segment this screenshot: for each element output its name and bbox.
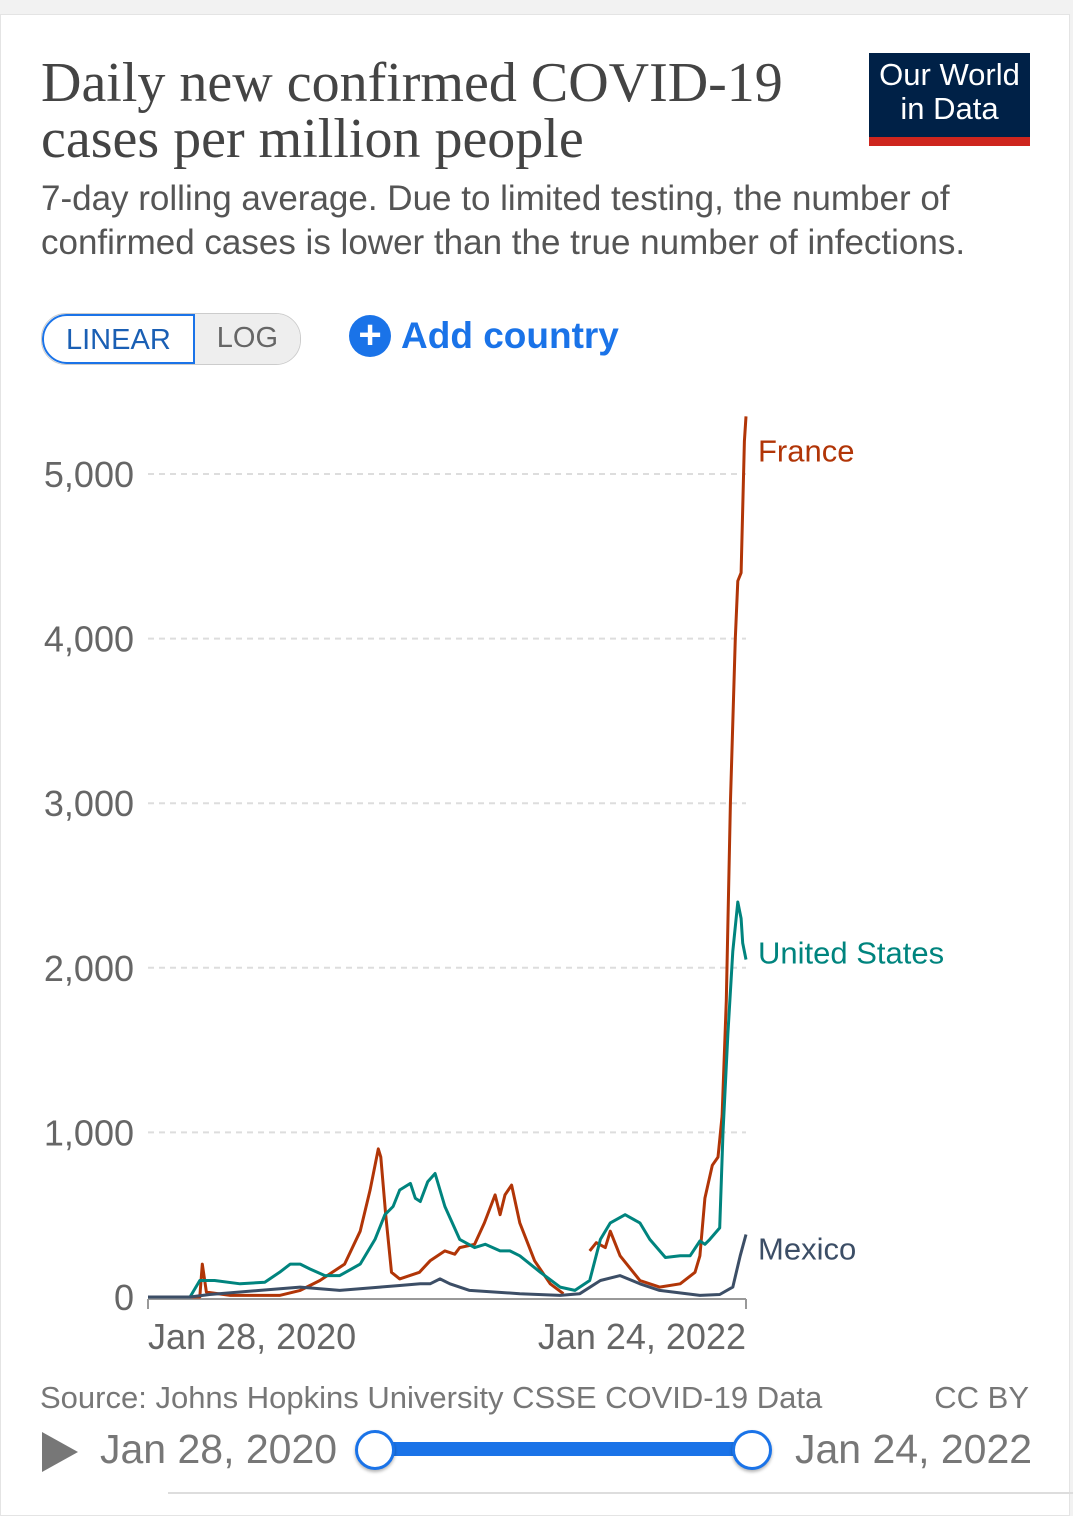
timeline-start-handle[interactable]	[355, 1430, 395, 1470]
add-country-label: Add country	[401, 315, 619, 356]
plus-icon: +	[349, 315, 391, 357]
series-label: Mexico	[758, 1232, 856, 1267]
logo-line-2: in Data	[900, 91, 999, 126]
add-country-button[interactable]: + Add country	[349, 315, 619, 357]
owid-logo[interactable]: Our World in Data	[869, 53, 1030, 146]
chart-subtitle: 7-day rolling average. Due to limited te…	[41, 179, 966, 262]
timeline-end-handle[interactable]	[732, 1430, 772, 1470]
y-tick-label: 1,000	[44, 1112, 134, 1153]
y-tick-label: 2,000	[44, 948, 134, 989]
log-button[interactable]: LOG	[194, 314, 301, 364]
series-label: France	[758, 433, 854, 468]
linear-button[interactable]: LINEAR	[42, 314, 195, 364]
chart-title: Daily new confirmed COVID-19 cases per m…	[41, 52, 783, 170]
y-tick-label: 0	[114, 1277, 134, 1318]
logo-line-1: Our World	[879, 57, 1020, 92]
x-tick-label: Jan 28, 2020	[148, 1316, 356, 1357]
scale-toggle: LINEAR LOG	[41, 313, 302, 365]
play-icon[interactable]	[42, 1432, 78, 1472]
series-line-mexico	[148, 1234, 748, 1299]
series-line-united-states	[148, 900, 748, 1299]
y-tick-label: 3,000	[44, 783, 134, 824]
timeline-slider-track[interactable]	[375, 1442, 750, 1456]
y-tick-label: 5,000	[44, 454, 134, 495]
chart-card: Daily new confirmed COVID-19 cases per m…	[0, 14, 1070, 1516]
source-text[interactable]: Source: Johns Hopkins University CSSE CO…	[40, 1380, 823, 1415]
license-link[interactable]: CC BY	[934, 1380, 1029, 1415]
y-tick-label: 4,000	[44, 619, 134, 660]
series-label: United States	[758, 935, 944, 970]
tab-bar	[168, 1492, 1073, 1514]
series-line-france	[148, 416, 748, 1299]
timeline-end-date: Jan 24, 2022	[795, 1426, 1033, 1472]
x-tick-label: Jan 24, 2022	[538, 1316, 746, 1357]
timeline-start-date: Jan 28, 2020	[100, 1426, 338, 1472]
